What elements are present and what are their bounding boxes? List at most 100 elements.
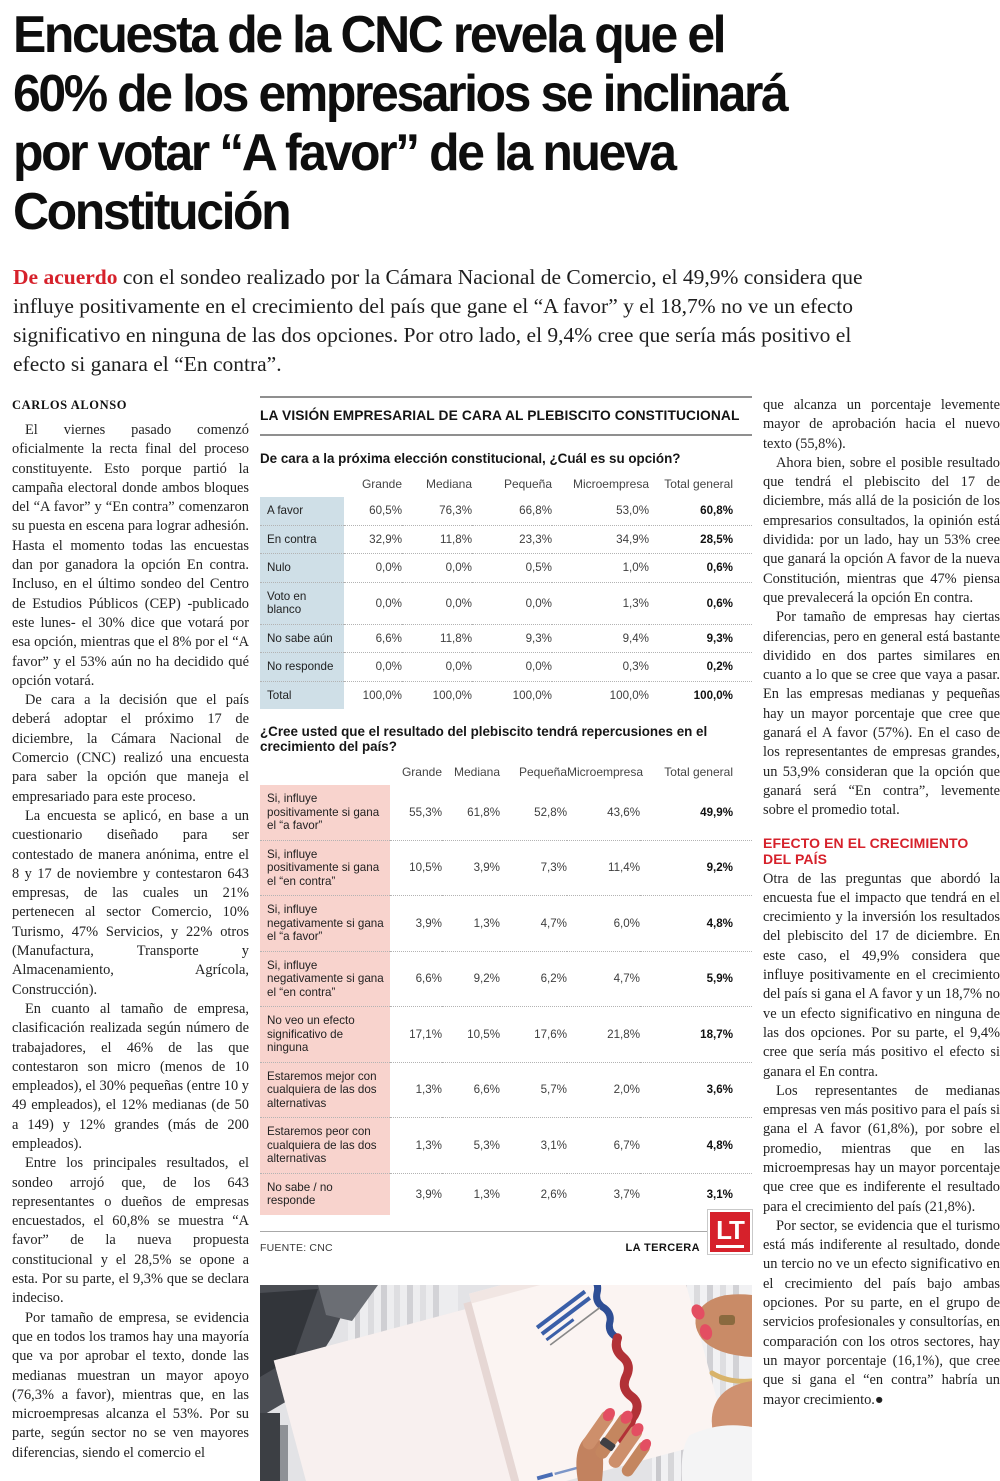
article-paragraph: De cara a la decisión que el país deberá… bbox=[12, 692, 249, 805]
cell-value: 0,0% bbox=[525, 660, 552, 674]
cell-value: 1,3% bbox=[415, 1083, 442, 1097]
lt-logo-text: LT bbox=[716, 1215, 745, 1248]
cell-value: 9,3% bbox=[525, 631, 552, 645]
row-label: No veo un efecto significativo de ningun… bbox=[260, 1006, 390, 1062]
cell-value: 6,6% bbox=[375, 631, 402, 645]
article-paragraph: Otra de las preguntas que abordó la encu… bbox=[763, 870, 1000, 1080]
cell-value: 0,0% bbox=[525, 596, 552, 610]
cell-value: 10,5% bbox=[409, 861, 442, 875]
table-row: Estaremos mejor con cualquiera de las do… bbox=[260, 1062, 752, 1118]
infographic: LA VISIÓN EMPRESARIAL DE CARA AL PLEBISC… bbox=[260, 396, 753, 1481]
cell-value: 3,9% bbox=[415, 1187, 442, 1201]
article-paragraph: En cuanto al tamaño de empresa, clasific… bbox=[12, 1000, 249, 1152]
row-label: Total bbox=[260, 681, 344, 709]
cell-value: 4,7% bbox=[540, 916, 567, 930]
table-row: No veo un efecto significativo de ningun… bbox=[260, 1006, 752, 1062]
article-paragraph: Por tamaño de empresa, se evidencia que … bbox=[12, 1309, 249, 1461]
cell-value: 52,8% bbox=[534, 805, 567, 819]
question-1: De cara a la próxima elección constituci… bbox=[260, 451, 681, 466]
cell-value: 53,0% bbox=[616, 504, 649, 518]
cell-value: 0,2% bbox=[706, 660, 733, 674]
cell-value: 34,9% bbox=[616, 532, 649, 546]
cell-value: 18,7% bbox=[700, 1027, 733, 1041]
row-label: No sabe aún bbox=[260, 624, 344, 653]
table-header-row: Grande Mediana Pequeña Microempresa Tota… bbox=[260, 474, 752, 497]
col-header: Microempresa bbox=[567, 765, 644, 779]
brand-label: LA TERCERA bbox=[625, 1241, 700, 1254]
empty-corner bbox=[260, 474, 344, 497]
row-label: Nulo bbox=[260, 553, 344, 582]
article-paragraph: Por tamaño de empresas hay ciertas difer… bbox=[763, 609, 1000, 819]
cell-value: 66,8% bbox=[519, 504, 552, 518]
article-paragraph: El viernes pasado comenzó oficialmente l… bbox=[12, 422, 249, 689]
row-label: A favor bbox=[260, 497, 344, 525]
cell-value: 0,0% bbox=[375, 660, 402, 674]
cell-value: 0,3% bbox=[622, 660, 649, 674]
article-paragraph: Los representantes de medianas empresas … bbox=[763, 1082, 1000, 1215]
cell-value: 3,7% bbox=[613, 1187, 640, 1201]
article-body: CARLOS ALONSO El viernes pasado comenzó … bbox=[12, 396, 1000, 1481]
col-header: Pequeña bbox=[518, 765, 567, 779]
cell-value: 6,0% bbox=[613, 916, 640, 930]
source-label: FUENTE: CNC bbox=[260, 1241, 333, 1254]
cell-value: 10,5% bbox=[467, 1027, 500, 1041]
cell-value: 0,5% bbox=[525, 561, 552, 575]
cell-value: 0,0% bbox=[375, 561, 402, 575]
question-2: ¿Cree usted que el resultado del plebisc… bbox=[260, 724, 708, 754]
cell-value: 9,2% bbox=[473, 972, 500, 986]
table-row: En contra 32,9% 11,8% 23,3% 34,9% 28,5% bbox=[260, 525, 752, 554]
cell-value: 100,0% bbox=[609, 688, 649, 702]
col-header: Mediana bbox=[453, 765, 500, 779]
cell-value: 100,0% bbox=[432, 688, 472, 702]
row-label: Estaremos mejor con cualquiera de las do… bbox=[260, 1062, 390, 1118]
right-column-paragraphs-after: Otra de las preguntas que abordó la encu… bbox=[763, 870, 1000, 1410]
table-row: No sabe / no responde 3,9% 1,3% 2,6% 3,7% 3,1… bbox=[260, 1173, 752, 1215]
row-label: Estaremos peor con cualquiera de las dos… bbox=[260, 1117, 390, 1173]
cell-value: 6,7% bbox=[613, 1138, 640, 1152]
headline: Encuesta de la CNC revela que el 60% de … bbox=[13, 6, 789, 241]
cell-value: 3,1% bbox=[540, 1138, 567, 1152]
section-subhead: EFECTO EN EL CRECIMIENTO DEL PAÍS bbox=[763, 834, 969, 867]
cell-value: 3,9% bbox=[473, 861, 500, 875]
cell-value: 5,9% bbox=[706, 972, 733, 986]
row-label: Si, influye negativamente si gana el “a … bbox=[260, 895, 390, 951]
cell-value: 60,8% bbox=[700, 504, 733, 518]
cell-value: 60,5% bbox=[369, 504, 402, 518]
table-row: Si, influye negativamente si gana el “a … bbox=[260, 895, 752, 951]
col-header: Total general bbox=[664, 477, 733, 491]
table-row: Si, influye positivamente si gana el “en… bbox=[260, 840, 752, 896]
cell-value: 32,9% bbox=[369, 532, 402, 546]
lede-text: con el sondeo realizado por la Cámara Na… bbox=[13, 265, 863, 376]
infographic-footer: FUENTE: CNC LA TERCERA LT bbox=[260, 1208, 753, 1273]
col-header: Total general bbox=[664, 765, 733, 779]
cell-value: 100,0% bbox=[512, 688, 552, 702]
cell-value: 28,5% bbox=[700, 532, 733, 546]
left-column-paragraphs: El viernes pasado comenzó oficialmente l… bbox=[12, 421, 249, 1463]
article-paragraph: Ahora bien, sobre el posible resultado q… bbox=[763, 454, 1000, 606]
cell-value: 9,4% bbox=[622, 631, 649, 645]
table-row: Si, influye negativamente si gana el “en… bbox=[260, 951, 752, 1007]
article-paragraph: La encuesta se aplicó, en base a un cues… bbox=[12, 807, 249, 998]
cell-value: 43,6% bbox=[607, 805, 640, 819]
cell-value: 4,8% bbox=[706, 916, 733, 930]
cell-value: 49,9% bbox=[700, 805, 733, 819]
table-row: Si, influye positivamente si gana el “a … bbox=[260, 785, 752, 840]
cell-value: 0,0% bbox=[445, 596, 472, 610]
col-header: Pequeña bbox=[503, 477, 552, 491]
cell-value: 4,8% bbox=[706, 1138, 733, 1152]
cell-value: 2,0% bbox=[613, 1083, 640, 1097]
row-label: Si, influye positivamente si gana el “en… bbox=[260, 840, 390, 896]
cell-value: 0,6% bbox=[706, 596, 733, 610]
cell-value: 6,6% bbox=[473, 1083, 500, 1097]
cell-value: 17,1% bbox=[409, 1027, 442, 1041]
cell-value: 100,0% bbox=[362, 688, 402, 702]
cell-value: 1,3% bbox=[473, 916, 500, 930]
cell-value: 0,0% bbox=[375, 596, 402, 610]
option-table: Grande Mediana Pequeña Microempresa Tota… bbox=[260, 474, 752, 709]
table-row: No sabe aún 6,6% 11,8% 9,3% 9,4% 9,3% bbox=[260, 624, 752, 653]
table-row: Voto en blanco 0,0% 0,0% 0,0% 1,3% 0,6% bbox=[260, 582, 752, 624]
row-label: No responde bbox=[260, 652, 344, 681]
right-column: que alcanza un porcentaje levemente mayo… bbox=[763, 396, 1000, 1481]
lede: De acuerdo con el sondeo realizado por l… bbox=[13, 263, 871, 379]
cell-value: 1,3% bbox=[622, 596, 649, 610]
